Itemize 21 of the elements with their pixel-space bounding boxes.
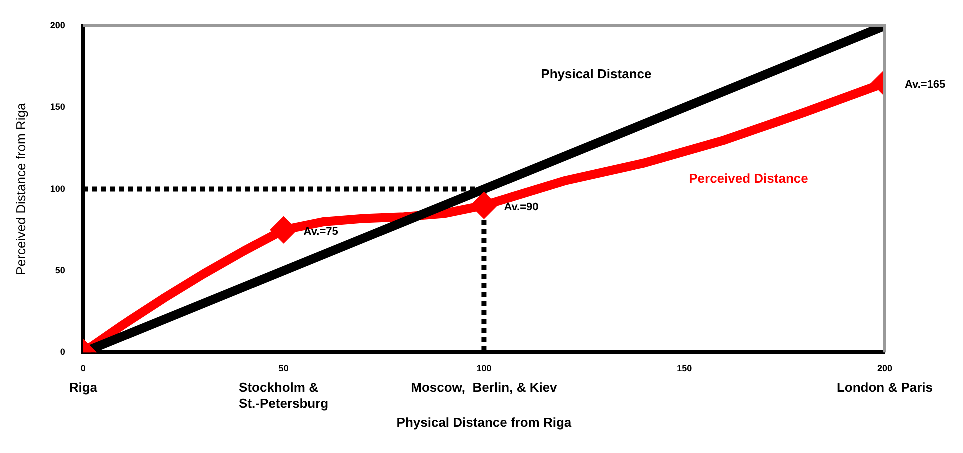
text: Stockholm & St.-Petersburg <box>239 380 329 412</box>
x-axis-title: Physical Distance from Riga <box>396 414 572 430</box>
text: Moscow, Berlin, & Kiev <box>411 380 558 396</box>
series-label: Perceived Distance <box>689 171 808 186</box>
annotation: Av.=90 <box>504 202 539 214</box>
x-tick-label: 0 <box>80 363 86 374</box>
y-axis-title: Perceived Distance from Riga <box>14 102 29 276</box>
annotation: Av.=75 <box>304 226 338 238</box>
y-tick-label: 100 <box>50 184 66 194</box>
x-tick-label: 50 <box>278 363 289 374</box>
x-tick-label: 150 <box>677 363 692 374</box>
y-tick-label: 200 <box>50 20 66 30</box>
y-tick-label: 0 <box>60 347 66 358</box>
x-tick-label: 100 <box>476 363 492 374</box>
text: Riga <box>69 380 98 396</box>
annotation: Av.=165 <box>905 79 946 92</box>
x-tick-label: 200 <box>877 363 893 374</box>
text: London & Paris <box>836 380 934 396</box>
y-tick-label: 50 <box>55 265 66 276</box>
text: Physical Distance <box>541 66 652 82</box>
y-tick-label: 150 <box>50 102 66 112</box>
